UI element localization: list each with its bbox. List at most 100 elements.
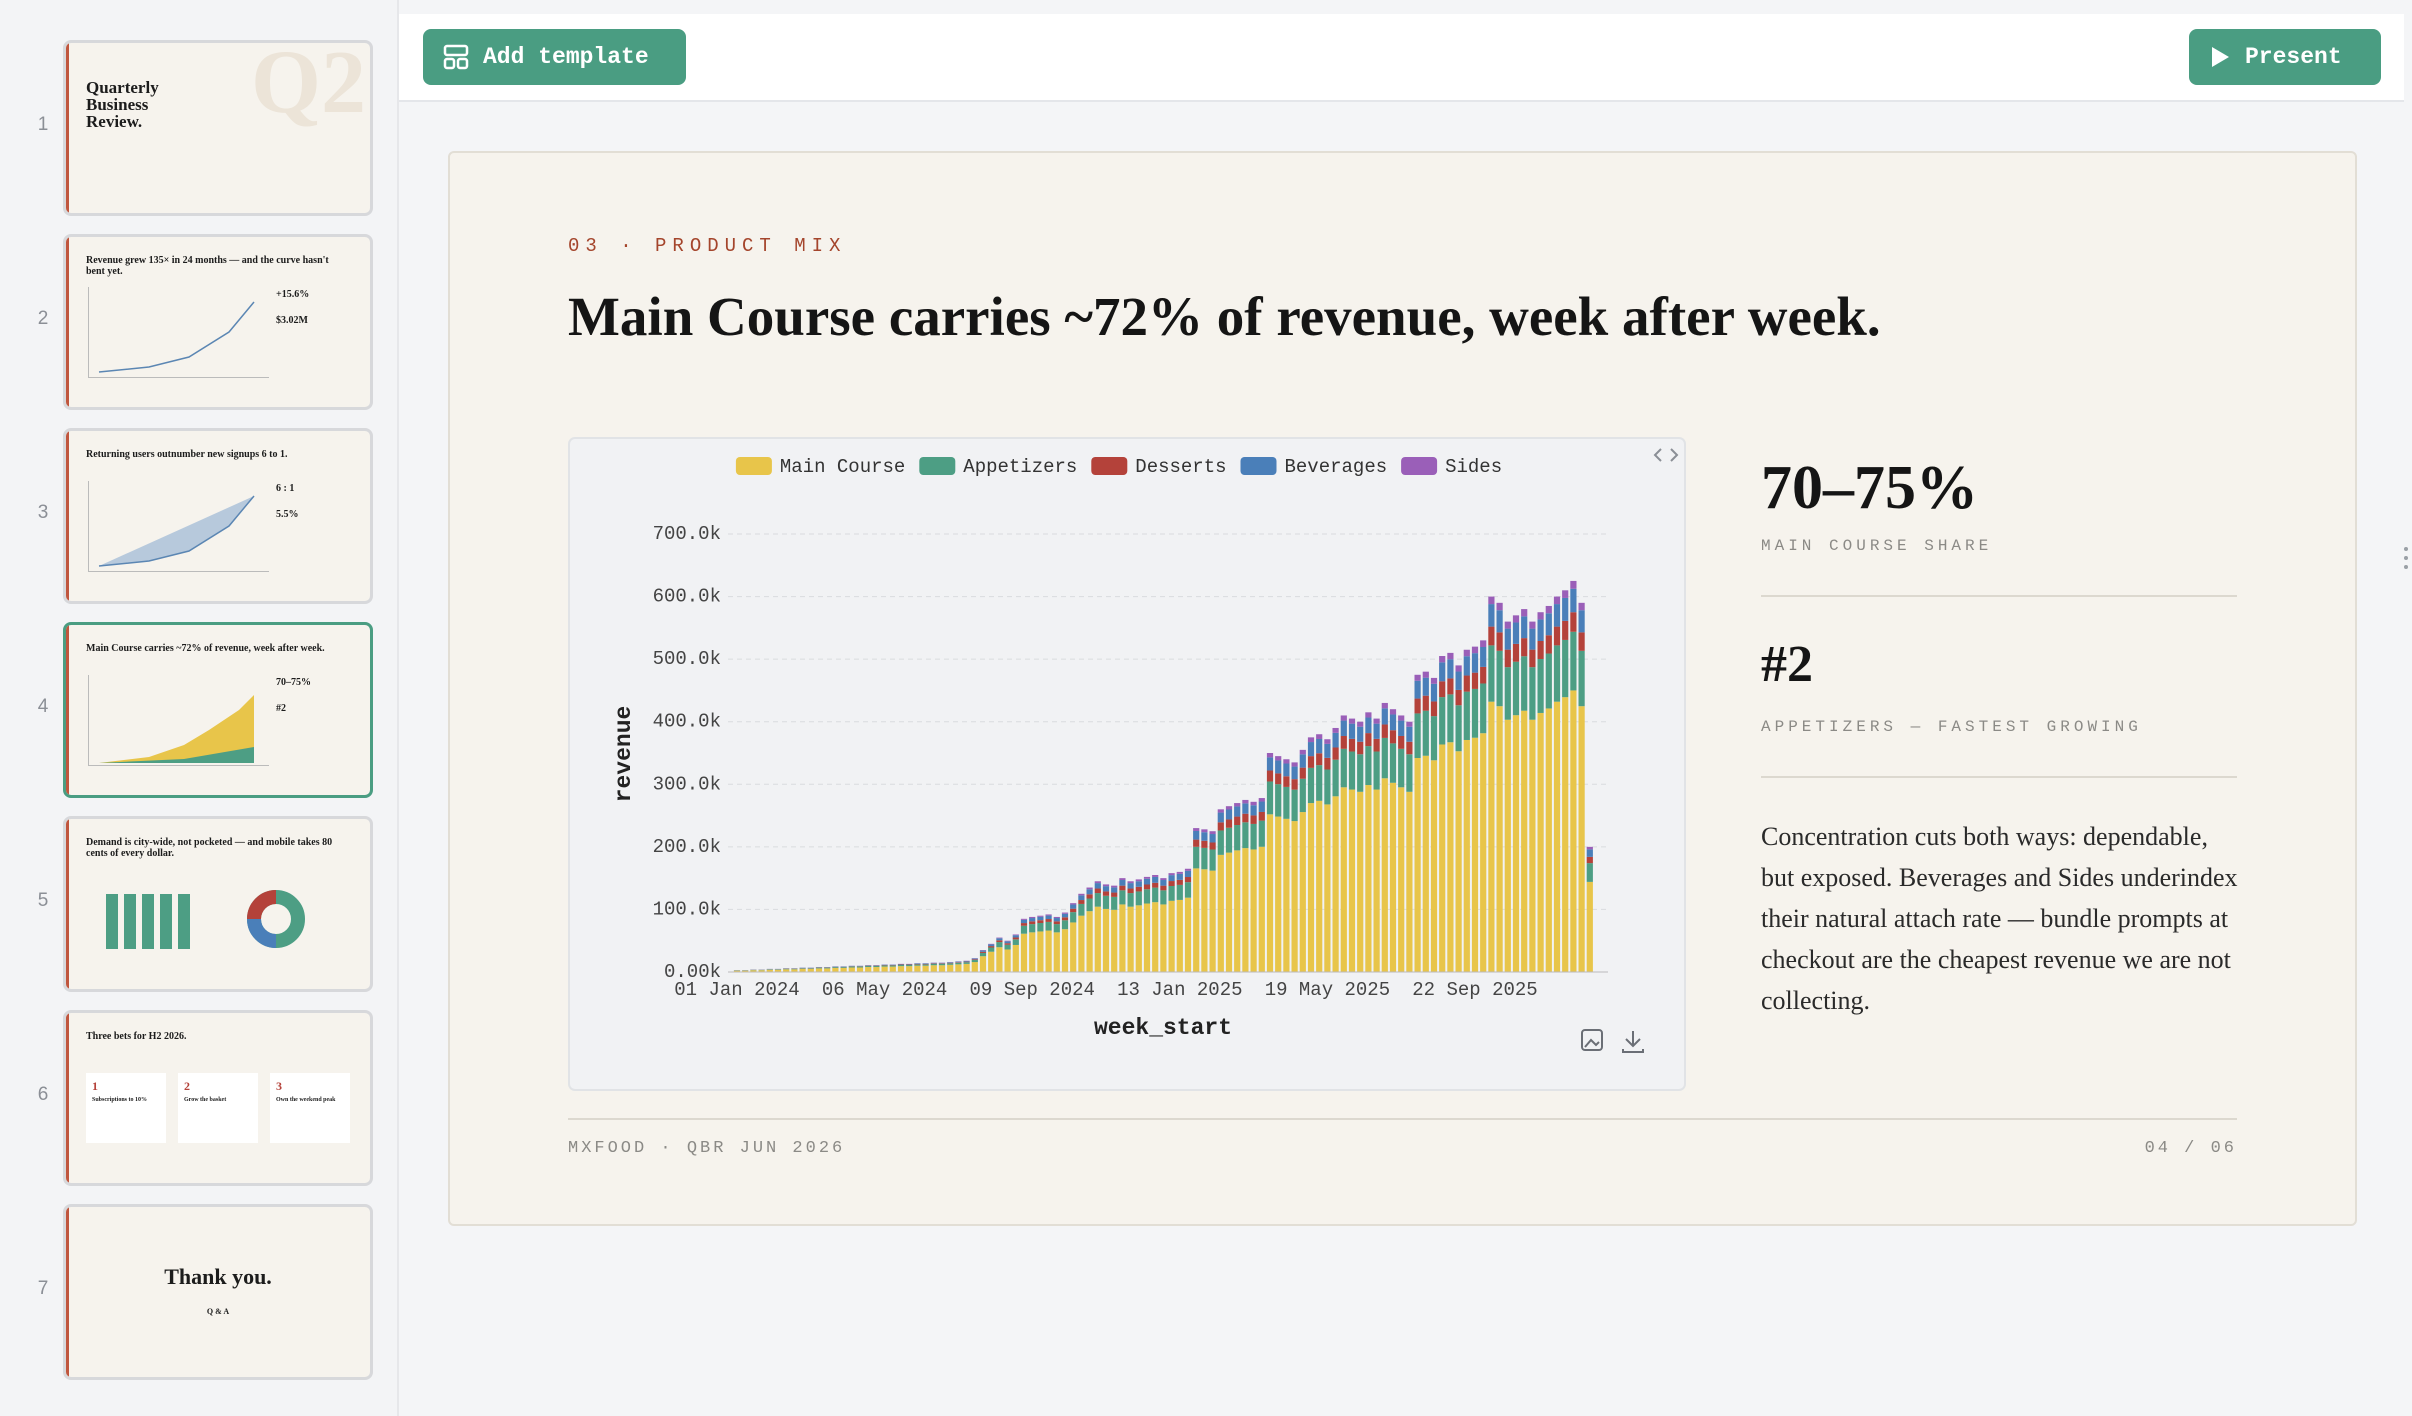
bar-segment [1045,915,1052,920]
bar-segment [1266,770,1274,782]
bar-segment [1398,787,1405,972]
bar-segment [1004,943,1011,945]
bar-segment [1258,801,1265,812]
bar-segment [1381,737,1388,779]
slide-thumbnail[interactable]: Three bets for H2 2026. 1 Subscriptions to… [63,1010,373,1186]
bar-segment [1020,919,1028,924]
slide-number: 4 [37,696,49,717]
bar-segment [1217,822,1224,831]
thumb-stripe [66,431,69,601]
bar-segment [1193,830,1200,840]
thumb-watermark: Q2 [250,40,366,132]
bar-segment [1160,880,1167,886]
embed-icon[interactable] [1653,448,1679,462]
bar-segment [1332,727,1339,733]
bar-segment [1086,889,1093,895]
bar-segment [1234,816,1241,826]
bar-segment [1070,912,1077,923]
stat-value: 70–75% [1761,454,1978,522]
bar-segment [1414,758,1421,972]
legend-swatch [1240,457,1277,475]
bar-segment [1168,900,1175,972]
bar-segment [1143,884,1151,890]
bar-segment [1152,887,1159,903]
slide-thumbnail[interactable]: Demand is city-wide, not pocketed — and … [63,816,373,992]
thumb-stripe [66,819,69,989]
bar-segment [1127,893,1134,907]
bar-segment [1430,716,1438,761]
slide-thumbnail[interactable]: Q2 Quarterly Business Review. [63,40,373,216]
bar-segment [1586,846,1593,850]
bar-segment [947,963,954,965]
bar-segment [1029,918,1036,922]
bar-segment [1570,580,1577,589]
bar-segment [1357,791,1364,972]
bar-segment [1266,781,1274,815]
bar-segment [1545,635,1552,654]
bar-segment [1078,915,1085,972]
bar-segment [1070,908,1077,913]
image-download-icon[interactable] [1581,1029,1603,1051]
bar-segment [1471,653,1479,673]
bar-segment [1504,628,1511,650]
bar-segment [1234,825,1241,851]
bar-segment [1521,638,1528,657]
thumb-card-number: 2 [184,1079,190,1093]
chart-panel [568,437,1686,1091]
bar-segment [1258,811,1265,821]
bar-segment [1299,812,1306,972]
bar-segment [1004,944,1011,950]
bar-segment [1037,923,1044,932]
thumb-card-number: 1 [92,1079,98,1093]
bar-segment [1389,782,1397,972]
add-template-button[interactable]: Add template [423,29,686,85]
bar-segment [947,964,954,972]
download-icon[interactable] [1622,1031,1644,1053]
bar-segment [1217,812,1224,823]
bar-segment [1086,887,1093,890]
bar-segment [1455,689,1462,706]
bar-segment [1471,688,1479,738]
present-button[interactable]: Present [2189,29,2381,85]
bar-segment [1209,870,1216,972]
legend-swatch [1091,457,1128,475]
slide-thumbnail[interactable]: Returning users outnumber new signups 6 … [63,428,373,604]
bar-segment [1463,675,1470,692]
bar-segment [1455,751,1462,972]
slide-thumbnail[interactable]: Thank you. Q & A [63,1204,373,1380]
bar-segment [1250,849,1257,972]
bar-segment [1053,918,1060,922]
bar-segment [889,966,896,972]
bar-segment [922,963,929,964]
bar-segment [1275,760,1282,774]
bar-segment [1135,881,1142,887]
bar-segment [1324,739,1331,744]
bar-segment [1480,733,1487,972]
thumb-stat: 70–75% [276,677,311,688]
bar-segment [1152,882,1159,888]
bar-segment [1225,819,1233,828]
resize-handle[interactable] [2402,545,2410,571]
bar-segment [1488,645,1495,702]
bar-segment [1078,903,1085,916]
bar-segment [1078,895,1085,901]
bar-segment [774,969,782,972]
bar-segment [1373,718,1380,724]
bar-segment [988,951,995,972]
bar-segment [1127,881,1134,884]
bar-segment [807,968,814,972]
bar-segment [1176,873,1183,880]
bar-segment [1406,721,1413,727]
bar-segment [1258,798,1265,802]
bar-segment [1570,631,1577,691]
bar-segment [881,965,888,967]
slide-thumbnail[interactable]: Revenue grew 135× in 24 months — and the… [63,234,373,410]
bar-segment [1562,620,1569,640]
bar-segment [1266,753,1274,758]
bar-segment [1324,743,1331,758]
thumb-chart-shape [98,495,255,567]
thumb-stripe [66,1013,69,1183]
slide-thumbnail[interactable]: Main Course carries ~72% of revenue, wee… [63,622,373,798]
bar-segment [1168,873,1175,876]
bar-segment [1373,723,1380,739]
